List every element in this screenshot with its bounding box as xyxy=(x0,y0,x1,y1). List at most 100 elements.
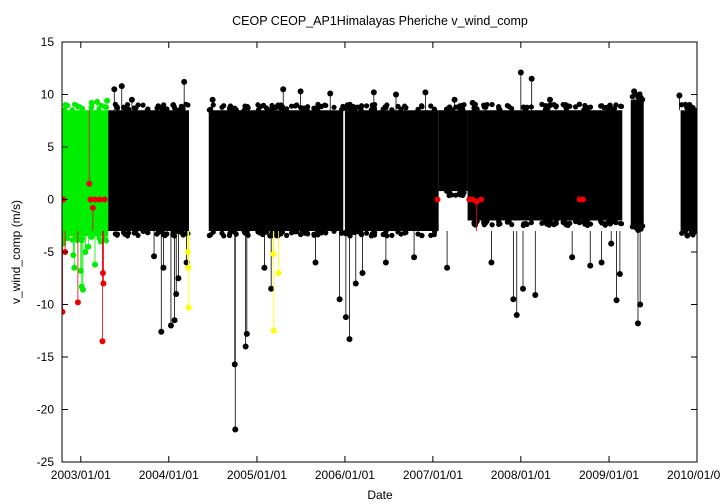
data-point-good xyxy=(582,221,588,227)
data-point-bad xyxy=(74,299,81,306)
data-point-questionable xyxy=(65,235,71,241)
data-point-good xyxy=(121,229,127,235)
data-point-bad xyxy=(87,196,94,203)
data-point-good xyxy=(513,312,520,318)
data-point-good xyxy=(273,105,279,111)
data-point-good xyxy=(561,102,568,109)
data-point-good xyxy=(613,297,620,304)
data-point-good xyxy=(419,233,425,239)
data-point-good xyxy=(497,221,503,227)
x-tick-label: 2005/01/01 xyxy=(227,468,287,482)
data-point-good xyxy=(524,104,530,110)
data-point-good xyxy=(124,101,131,108)
data-point-good xyxy=(638,94,644,101)
data-point-estimated xyxy=(270,251,277,258)
data-point-good xyxy=(261,264,268,271)
data-point-good xyxy=(428,232,434,238)
data-point-good xyxy=(638,226,644,232)
data-point-good xyxy=(280,86,287,93)
data-point-good xyxy=(688,229,694,235)
data-point-good xyxy=(546,222,552,228)
data-point-bad xyxy=(89,204,96,211)
data-point-good xyxy=(260,102,267,108)
data-point-good xyxy=(457,192,463,198)
x-axis-label: Date xyxy=(367,488,393,502)
data-point-good xyxy=(561,220,568,226)
data-band-good xyxy=(680,110,697,231)
data-point-estimated xyxy=(275,270,282,276)
data-point-good xyxy=(532,292,539,299)
x-tick-label: 2010/01/01 xyxy=(667,468,720,482)
data-point-bad xyxy=(62,308,66,315)
data-point-good xyxy=(241,107,247,113)
data-point-good xyxy=(576,101,583,107)
y-tick-label: -15 xyxy=(37,350,55,364)
data-point-bad xyxy=(100,280,107,287)
data-point-good xyxy=(311,105,317,111)
data-point-good xyxy=(288,103,295,109)
series-good xyxy=(108,69,697,433)
chart-title: CEOP CEOP_AP1Himalayas Pheriche v_wind_c… xyxy=(232,14,528,28)
y-tick-label: -5 xyxy=(43,245,54,259)
data-point-good xyxy=(682,228,688,235)
data-point-good xyxy=(587,221,594,227)
data-point-questionable xyxy=(92,261,99,268)
data-point-good xyxy=(154,105,160,111)
x-tick-label: 2004/01/01 xyxy=(139,468,199,482)
data-point-good xyxy=(171,317,178,324)
data-point-good xyxy=(517,69,524,76)
data-point-good xyxy=(114,231,121,237)
data-point-good xyxy=(209,96,216,103)
data-point-good xyxy=(135,102,141,108)
data-point-good xyxy=(260,229,267,235)
data-point-questionable xyxy=(71,264,78,271)
data-point-good xyxy=(336,296,343,303)
data-point-good xyxy=(161,105,167,111)
data-point-good xyxy=(604,104,610,110)
data-point-good xyxy=(171,105,178,111)
data-point-good xyxy=(178,105,184,111)
data-point-good xyxy=(634,320,641,327)
data-point-good xyxy=(382,259,389,266)
data-point-questionable xyxy=(79,286,86,293)
data-point-good xyxy=(569,254,576,261)
data-point-bad xyxy=(92,196,99,203)
data-point-good xyxy=(131,105,137,111)
data-point-good xyxy=(126,106,132,112)
data-point-good xyxy=(327,90,334,97)
data-point-good xyxy=(598,259,605,266)
data-point-bad xyxy=(478,196,485,203)
data-point-good xyxy=(354,104,361,110)
data-point-good xyxy=(504,103,510,109)
data-point-good xyxy=(363,103,370,109)
data-point-good xyxy=(389,232,395,238)
data-point-bad xyxy=(99,270,106,276)
data-point-good xyxy=(175,275,182,282)
data-point-good xyxy=(273,230,279,236)
data-point-good xyxy=(457,103,463,110)
x-tick-label: 2003/01/01 xyxy=(51,468,111,482)
data-point-good xyxy=(219,104,225,110)
data-point-good xyxy=(278,231,284,237)
x-tick-label: 2009/01/01 xyxy=(579,468,639,482)
data-point-good xyxy=(384,233,390,239)
y-tick-label: -25 xyxy=(37,455,55,469)
data-point-good xyxy=(444,264,451,271)
data-point-good xyxy=(140,228,146,234)
data-point-good xyxy=(161,232,167,238)
data-point-good xyxy=(114,105,121,111)
x-tick-label: 2006/01/01 xyxy=(315,468,375,482)
data-point-good xyxy=(158,328,165,335)
x-tick-label: 2007/01/01 xyxy=(403,468,463,482)
data-point-questionable xyxy=(75,104,81,110)
data-point-good xyxy=(402,103,408,109)
data-point-good xyxy=(185,102,191,108)
data-point-good xyxy=(510,296,517,303)
data-point-good xyxy=(604,220,610,226)
data-point-good xyxy=(297,88,304,95)
data-point-good xyxy=(370,89,377,96)
data-point-good xyxy=(383,104,389,111)
data-point-questionable xyxy=(77,267,84,274)
data-point-good xyxy=(469,99,476,106)
